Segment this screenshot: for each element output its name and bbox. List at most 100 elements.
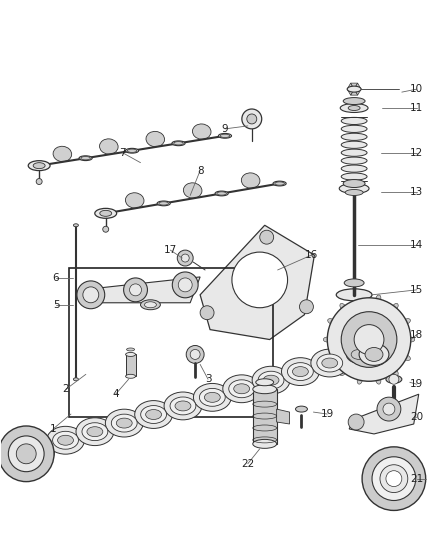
Ellipse shape (57, 435, 74, 445)
Bar (253, 389, 277, 444)
Ellipse shape (99, 139, 118, 154)
Ellipse shape (127, 149, 137, 152)
Ellipse shape (157, 201, 170, 206)
Ellipse shape (341, 125, 367, 133)
Text: 13: 13 (410, 188, 424, 197)
Ellipse shape (223, 375, 261, 402)
Ellipse shape (253, 385, 277, 394)
Ellipse shape (164, 392, 202, 420)
Ellipse shape (341, 165, 367, 172)
Text: 21: 21 (410, 474, 424, 483)
Circle shape (386, 471, 402, 487)
Polygon shape (86, 277, 200, 303)
Ellipse shape (392, 303, 398, 310)
Ellipse shape (341, 141, 367, 148)
Text: 15: 15 (410, 285, 424, 295)
Ellipse shape (296, 406, 307, 412)
Ellipse shape (348, 106, 360, 110)
Circle shape (130, 284, 141, 296)
Circle shape (16, 444, 36, 464)
Ellipse shape (33, 163, 45, 168)
Ellipse shape (219, 133, 232, 138)
Ellipse shape (99, 211, 112, 216)
Ellipse shape (172, 141, 185, 146)
Ellipse shape (184, 183, 202, 198)
Ellipse shape (28, 160, 50, 171)
Circle shape (300, 300, 314, 314)
Ellipse shape (392, 369, 398, 376)
Ellipse shape (17, 435, 55, 463)
Text: 19: 19 (410, 379, 424, 389)
Ellipse shape (322, 358, 338, 368)
Circle shape (362, 447, 426, 511)
Ellipse shape (146, 132, 165, 147)
Polygon shape (200, 225, 314, 340)
Ellipse shape (365, 348, 383, 361)
Ellipse shape (117, 418, 132, 428)
Polygon shape (347, 83, 354, 89)
Circle shape (181, 254, 189, 262)
Ellipse shape (82, 423, 108, 441)
Ellipse shape (79, 156, 92, 160)
Ellipse shape (351, 350, 367, 359)
Ellipse shape (126, 352, 135, 357)
Ellipse shape (328, 355, 335, 360)
Ellipse shape (357, 376, 362, 384)
Circle shape (172, 272, 198, 298)
Ellipse shape (127, 348, 134, 351)
Circle shape (124, 278, 148, 302)
Ellipse shape (126, 374, 135, 378)
Ellipse shape (341, 133, 367, 140)
Ellipse shape (141, 406, 166, 423)
Polygon shape (351, 89, 357, 95)
Circle shape (242, 109, 262, 129)
Ellipse shape (336, 289, 372, 301)
Ellipse shape (328, 319, 335, 324)
Circle shape (354, 325, 384, 354)
Ellipse shape (341, 117, 367, 125)
Bar (69, 268, 273, 417)
Ellipse shape (403, 355, 410, 360)
Ellipse shape (28, 444, 44, 454)
Circle shape (8, 436, 44, 472)
Ellipse shape (100, 211, 112, 216)
Ellipse shape (95, 208, 117, 219)
Ellipse shape (125, 193, 144, 208)
Text: 7: 7 (119, 148, 126, 158)
Ellipse shape (347, 86, 361, 92)
Ellipse shape (340, 369, 346, 376)
Ellipse shape (192, 124, 211, 139)
Ellipse shape (317, 354, 343, 372)
Ellipse shape (205, 392, 220, 402)
Ellipse shape (111, 414, 137, 432)
Ellipse shape (311, 349, 349, 377)
Ellipse shape (340, 341, 378, 368)
Ellipse shape (53, 431, 78, 449)
Circle shape (77, 281, 105, 309)
Ellipse shape (253, 439, 277, 448)
Circle shape (383, 403, 395, 415)
Ellipse shape (258, 372, 284, 389)
Ellipse shape (341, 149, 367, 156)
Text: 1: 1 (50, 424, 57, 434)
Ellipse shape (263, 375, 279, 385)
Circle shape (186, 345, 204, 364)
Ellipse shape (215, 191, 228, 196)
Ellipse shape (135, 401, 173, 429)
Ellipse shape (46, 426, 85, 454)
Circle shape (372, 457, 416, 500)
Ellipse shape (340, 103, 368, 112)
Text: 4: 4 (113, 389, 119, 399)
Ellipse shape (376, 295, 381, 303)
Ellipse shape (74, 224, 78, 227)
Ellipse shape (34, 164, 44, 167)
Circle shape (377, 397, 401, 421)
Ellipse shape (293, 367, 308, 377)
Ellipse shape (287, 362, 313, 381)
Ellipse shape (145, 302, 156, 308)
Circle shape (177, 250, 193, 266)
Ellipse shape (275, 182, 284, 185)
Text: 14: 14 (410, 240, 424, 250)
Polygon shape (354, 83, 361, 89)
Circle shape (36, 179, 42, 184)
